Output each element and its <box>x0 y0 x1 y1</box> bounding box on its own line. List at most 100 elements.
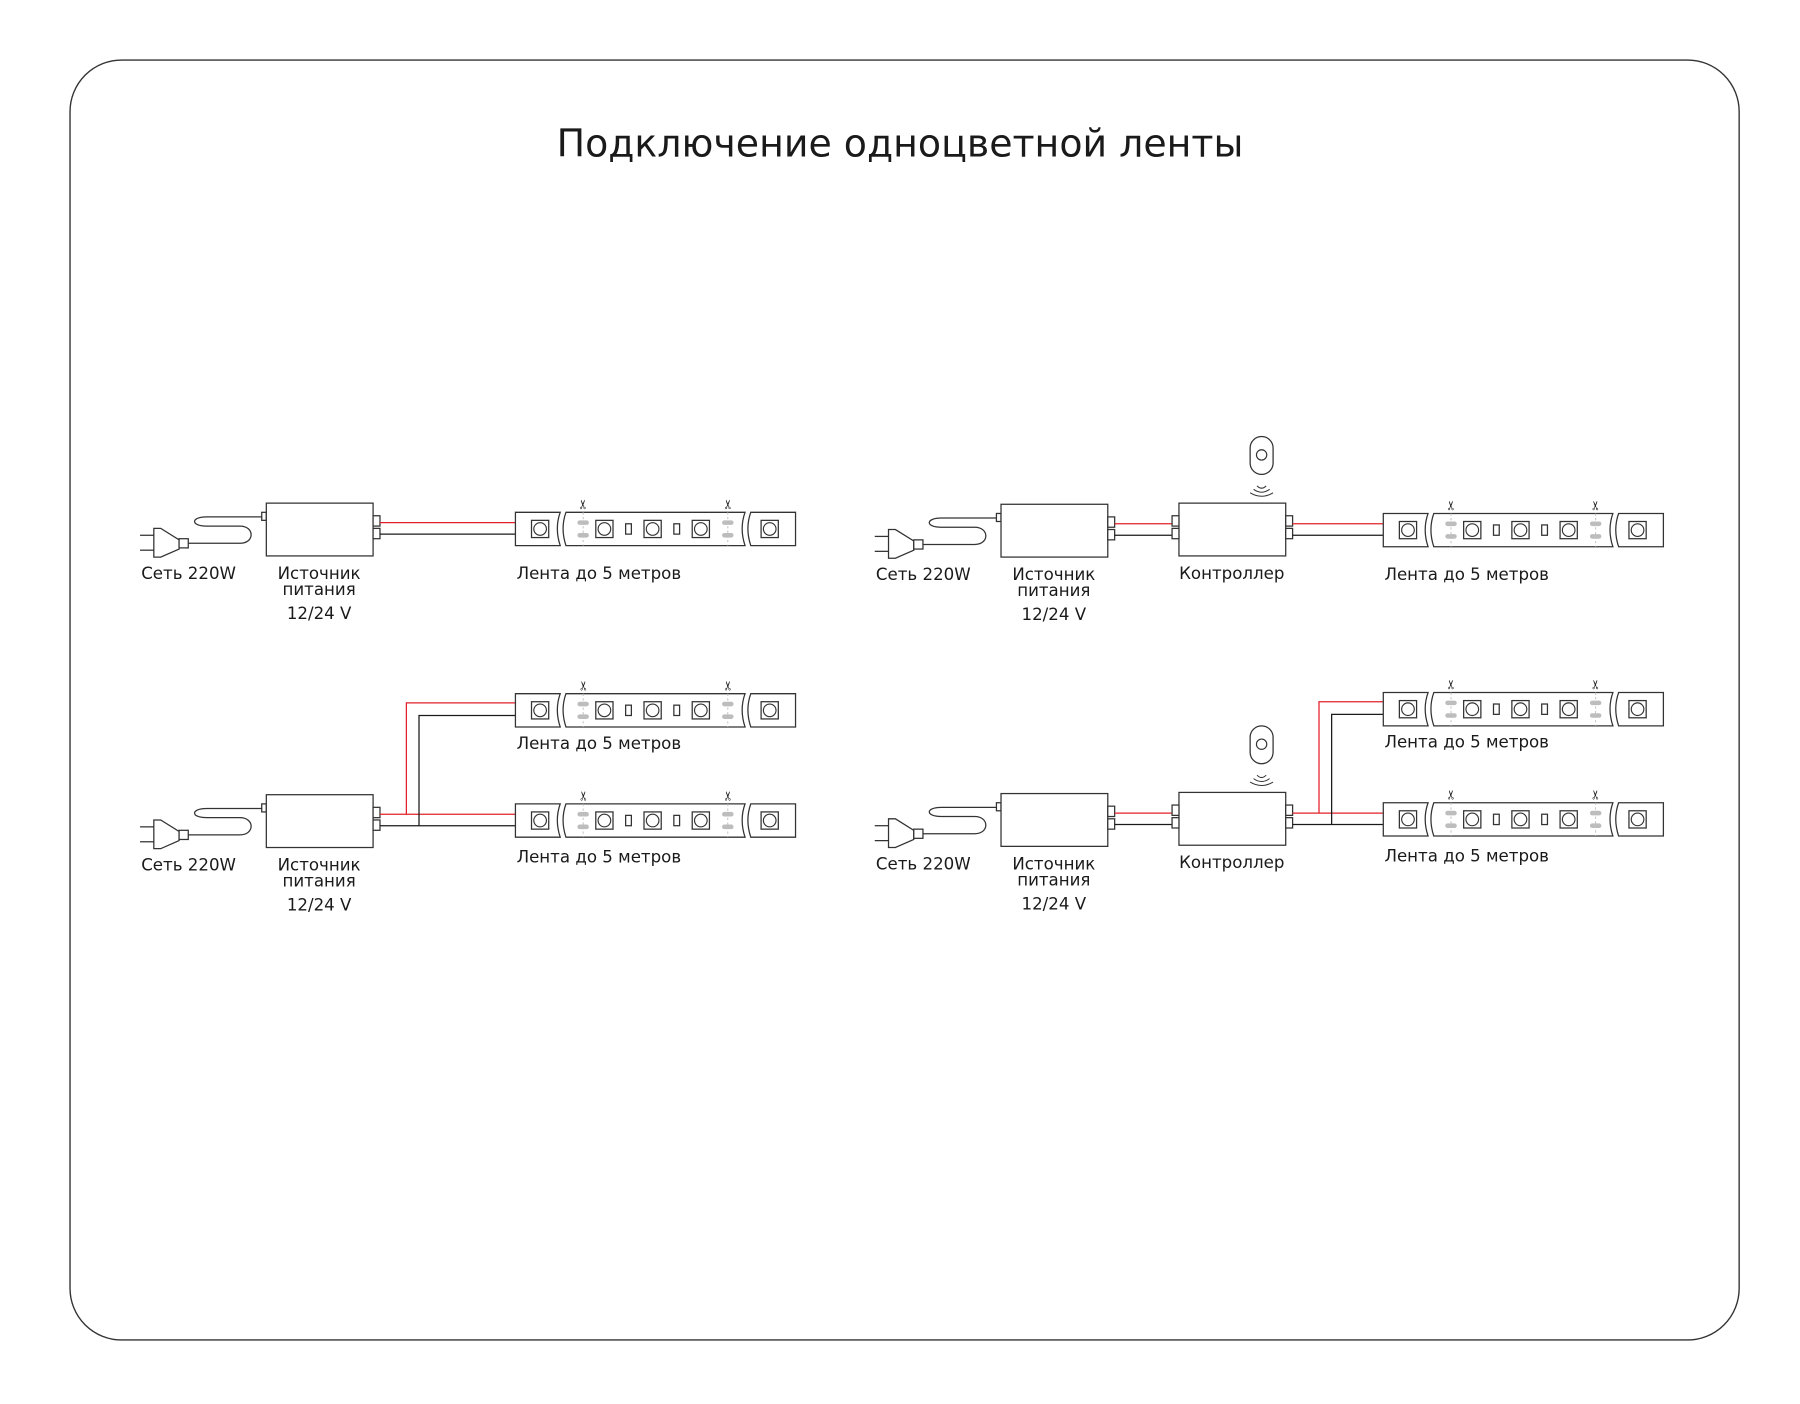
scissors-icon: ✂ <box>1444 679 1459 690</box>
power-supply-box <box>1000 503 1116 558</box>
led-icon <box>1559 810 1578 829</box>
led-icon <box>1398 699 1418 719</box>
led-icon <box>1511 699 1530 719</box>
led-icon <box>1511 810 1530 829</box>
cut-pad <box>1445 521 1457 527</box>
psu-label: Источник <box>278 564 361 583</box>
mains-label: Сеть 220W <box>141 855 236 874</box>
led-icon <box>760 811 779 830</box>
scissors-icon: ✂ <box>1588 500 1603 511</box>
psu-label: Источник <box>1012 565 1095 584</box>
positive-wire-branch <box>1318 701 1391 814</box>
led-icon <box>643 701 662 720</box>
controller-label: Контроллер <box>1179 564 1284 583</box>
positive-wire-branch <box>405 702 523 815</box>
cut-pad <box>1589 700 1602 706</box>
power-supply-box <box>265 794 381 849</box>
power-cord <box>188 516 262 544</box>
plug-icon <box>140 819 189 850</box>
led-icon <box>1559 699 1578 719</box>
led-strip: ✂ ✂ <box>1382 679 1665 727</box>
strip-label: Лента до 5 метров <box>1384 565 1549 584</box>
led-icon <box>691 519 711 539</box>
controller-box <box>1171 502 1294 557</box>
cut-pad <box>577 520 589 525</box>
power-supply-box <box>1000 792 1116 847</box>
cut-pad <box>1589 534 1602 539</box>
negative-wire-branch <box>418 714 523 826</box>
cut-pad <box>722 824 734 830</box>
psu-label: питания <box>1017 870 1090 889</box>
led-icon <box>530 811 550 830</box>
led-icon <box>1398 520 1418 540</box>
led-icon <box>595 519 614 539</box>
plug-icon <box>874 528 924 559</box>
led-icon <box>595 701 614 720</box>
led-strip: ✂ ✂ <box>514 680 797 728</box>
scissors-icon: ✂ <box>1588 789 1603 800</box>
cut-pad <box>722 701 734 707</box>
cut-pad <box>1589 810 1602 816</box>
scissors-icon: ✂ <box>720 791 735 802</box>
cut-pad <box>1445 823 1457 828</box>
led-icon <box>643 519 662 539</box>
scissors-icon: ✂ <box>720 499 735 510</box>
cut-pad <box>722 520 734 525</box>
led-strip: ✂ ✂ <box>1382 500 1665 548</box>
cut-pad <box>1589 823 1602 828</box>
strip-label: Лента до 5 метров <box>517 564 682 583</box>
led-icon <box>530 701 550 720</box>
led-strip: ✂ ✂ <box>514 499 797 547</box>
scissors-icon: ✂ <box>576 680 591 691</box>
power-cord <box>188 807 262 836</box>
strip-label: Лента до 5 метров <box>1384 733 1549 752</box>
led-icon <box>760 701 779 720</box>
psu-label: питания <box>283 872 356 891</box>
scissors-icon: ✂ <box>1444 500 1459 511</box>
cut-pad <box>1445 713 1457 718</box>
negative-wire-branch <box>1331 713 1391 825</box>
remote-icon <box>1249 435 1274 497</box>
cut-pad <box>722 532 734 538</box>
mains-label: Сеть 220W <box>876 565 971 584</box>
scissors-icon: ✂ <box>720 680 735 691</box>
led-icon <box>1628 810 1647 829</box>
mains-label: Сеть 220W <box>876 854 971 873</box>
cut-pad <box>1589 713 1602 718</box>
led-icon <box>691 811 711 830</box>
psu-voltage-label: 12/24 V <box>287 896 352 915</box>
led-icon <box>691 701 711 720</box>
scissors-icon: ✂ <box>576 499 591 510</box>
psu-voltage-label: 12/24 V <box>1022 895 1087 914</box>
led-icon <box>530 519 550 539</box>
plug-icon <box>140 527 189 558</box>
led-icon <box>1463 699 1482 719</box>
cut-pad <box>1445 700 1457 706</box>
controller-label: Контроллер <box>1179 853 1284 872</box>
remote-icon <box>1249 725 1274 787</box>
controller-box <box>1171 791 1294 846</box>
cut-pad <box>577 811 589 817</box>
led-icon <box>1559 520 1578 540</box>
led-icon <box>1628 699 1647 719</box>
led-icon <box>1511 520 1530 540</box>
led-icon <box>595 811 614 830</box>
cut-pad <box>577 532 589 538</box>
page-title: Подключение одноцветной ленты <box>557 121 1244 165</box>
led-icon <box>1463 520 1482 540</box>
strip-label: Лента до 5 метров <box>517 847 682 866</box>
led-icon <box>1628 520 1647 540</box>
led-strip: ✂ ✂ <box>1382 789 1665 837</box>
psu-label: Источник <box>278 855 361 874</box>
cut-pad <box>1445 534 1457 539</box>
cut-pad <box>1445 810 1457 816</box>
led-icon <box>643 811 662 830</box>
psu-label: питания <box>283 580 356 599</box>
mains-label: Сеть 220W <box>141 564 236 583</box>
cut-pad <box>722 811 734 817</box>
